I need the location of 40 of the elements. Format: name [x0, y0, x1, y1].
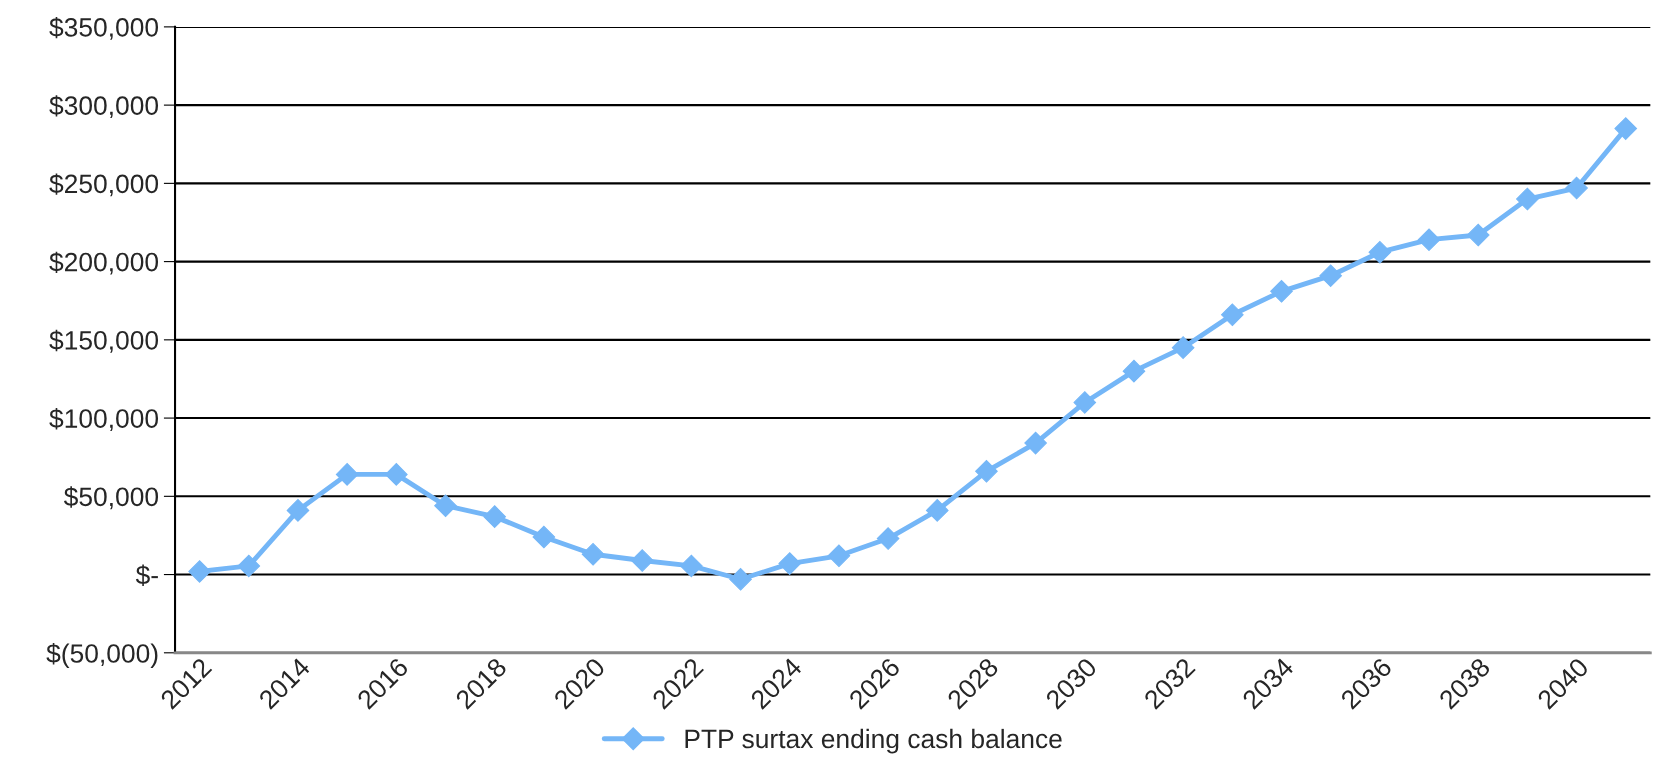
point: [1565, 176, 1588, 200]
point: [1171, 336, 1195, 359]
point: [237, 554, 261, 578]
point: [1221, 303, 1244, 327]
y-tick-label: $50,000: [63, 486, 159, 510]
y-tick-label: $100,000: [49, 408, 159, 432]
point: [1073, 391, 1097, 414]
y-tick-label: $250,000: [49, 173, 159, 197]
y-tick-label: $350,000: [49, 16, 159, 40]
point: [188, 560, 211, 583]
point: [876, 527, 900, 550]
point: [532, 525, 556, 549]
point: [483, 505, 506, 528]
y-tick-label: $150,000: [49, 329, 159, 353]
point: [1516, 187, 1539, 211]
point: [1466, 223, 1490, 247]
point: [925, 499, 949, 522]
point: [680, 554, 703, 578]
point: [286, 499, 310, 522]
point: [975, 459, 998, 483]
point: [1614, 117, 1638, 140]
point: [778, 552, 802, 575]
point: [335, 463, 359, 486]
point: [434, 494, 457, 518]
point: [630, 549, 654, 572]
point: [1417, 228, 1441, 252]
point: [1368, 240, 1392, 264]
y-tick-label: $-: [135, 564, 158, 586]
point: [581, 542, 605, 566]
point: [1024, 431, 1047, 455]
point: [1319, 264, 1343, 288]
point: [827, 544, 851, 568]
legend-label: PTP surtax ending cash balance: [685, 728, 1062, 754]
y-tick-label: $300,000: [49, 95, 159, 119]
y-tick-label: $200,000: [49, 251, 159, 275]
point: [1122, 359, 1146, 383]
point: [385, 463, 408, 486]
point: [1270, 280, 1293, 303]
y-tick-label: $(50,000): [46, 643, 158, 669]
point: [729, 567, 752, 591]
